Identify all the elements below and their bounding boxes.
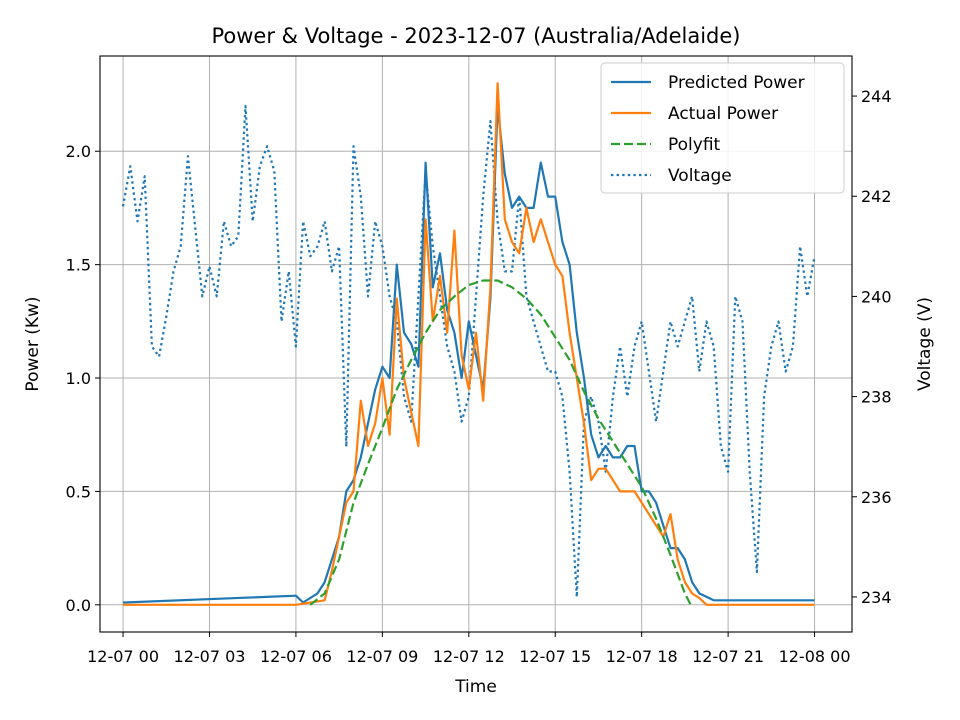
y2-tick-label: 240 (861, 287, 892, 306)
y-tick-label: 0.5 (66, 482, 91, 501)
y2-tick-label: 236 (861, 488, 892, 507)
plot-frame (99, 55, 853, 633)
y-axis-right: 234 236 238 240 242 244 (852, 87, 892, 607)
y-tick-label: 1.5 (66, 256, 91, 275)
legend-label: Voltage (668, 166, 732, 186)
x-tick-label: 12-07 03 (174, 647, 246, 666)
y2-tick-label: 244 (861, 87, 892, 106)
x-tick-label: 12-08 00 (779, 647, 851, 666)
legend-label: Actual Power (668, 104, 778, 124)
y-tick-label: 2.0 (66, 142, 91, 161)
x-tick-label: 12-07 21 (692, 647, 764, 666)
y-axis-left: 0.0 0.5 1.0 1.5 2.0 (66, 142, 100, 615)
plot-lines (121, 82, 816, 606)
x-tick-label: 12-07 06 (260, 647, 332, 666)
legend: Predicted Power Actual Power Polyfit Voltag… (600, 62, 845, 194)
legend-box (600, 62, 845, 194)
y-tick-label: 1.0 (66, 369, 91, 388)
legend-label: Predicted Power (668, 73, 805, 93)
x-tick-label: 12-07 18 (606, 647, 678, 666)
series-line-actual-power (123, 82, 815, 606)
legend-label: Polyfit (668, 135, 721, 155)
x-axis: 12-07 00 12-07 03 12-07 06 12-07 09 12-07 12… (87, 632, 851, 666)
chart-title: Power & Voltage - 2023-12-07 (Australia/… (211, 24, 740, 48)
y-axis-right-label: Voltage (V) (915, 297, 935, 391)
x-axis-label: Time (454, 677, 497, 697)
series-line-polyfit (309, 279, 692, 606)
x-tick-label: 12-07 15 (519, 647, 591, 666)
y2-tick-label: 238 (861, 388, 892, 407)
y-tick-label: 0.0 (66, 596, 91, 615)
y-axis-left-label: Power (Kw) (23, 296, 43, 391)
x-tick-label: 12-07 12 (433, 647, 505, 666)
x-tick-label: 12-07 00 (87, 647, 159, 666)
y2-tick-label: 234 (861, 588, 892, 607)
y2-tick-label: 242 (861, 187, 892, 206)
x-tick-label: 12-07 09 (346, 647, 418, 666)
